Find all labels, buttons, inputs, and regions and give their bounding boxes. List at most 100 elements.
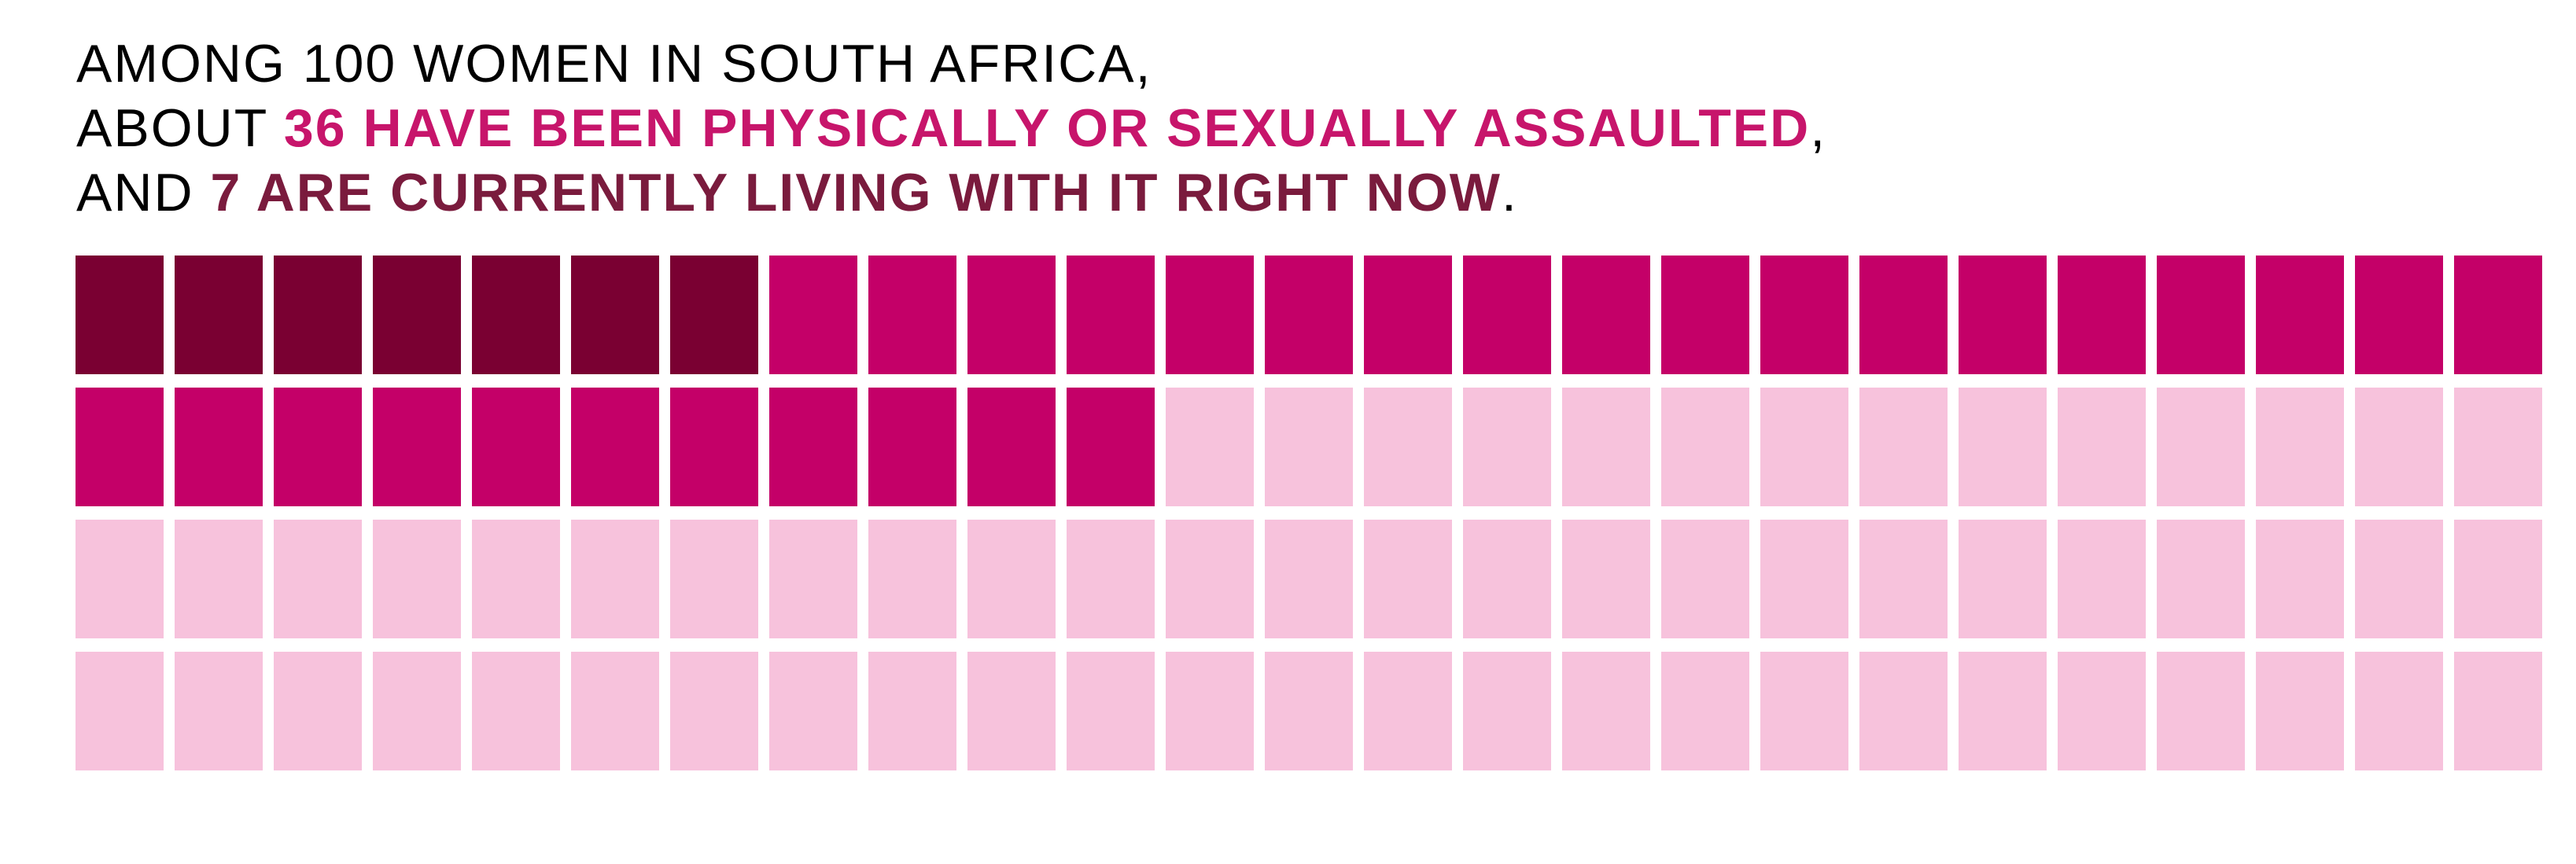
waffle-unit — [1859, 652, 1948, 770]
waffle-unit — [967, 652, 1056, 770]
waffle-unit — [1959, 652, 2047, 770]
waffle-unit — [1562, 652, 1650, 770]
waffle-unit — [274, 652, 362, 770]
waffle-unit — [1463, 652, 1551, 770]
waffle-unit — [175, 520, 263, 638]
waffle-unit — [1463, 520, 1551, 638]
waffle-unit — [2256, 256, 2344, 374]
waffle-unit — [1166, 388, 1254, 506]
waffle-unit — [868, 520, 956, 638]
waffle-unit — [472, 652, 560, 770]
headline-stat-living-with-it: 7 ARE CURRENTLY LIVING WITH IT RIGHT NOW — [210, 163, 1502, 222]
waffle-unit — [2058, 652, 2146, 770]
waffle-unit — [2355, 652, 2443, 770]
waffle-unit — [1859, 388, 1948, 506]
headline-text-plain: . — [1501, 163, 1518, 222]
waffle-unit — [175, 652, 263, 770]
waffle-unit — [1067, 256, 1155, 374]
waffle-unit — [1562, 388, 1650, 506]
waffle-unit — [769, 652, 857, 770]
waffle-unit — [769, 256, 857, 374]
waffle-unit — [2058, 520, 2146, 638]
headline-line-1: AMONG 100 WOMEN IN SOUTH AFRICA, — [76, 31, 1826, 96]
waffle-unit — [1661, 652, 1749, 770]
waffle-unit — [373, 256, 461, 374]
waffle-unit — [1364, 256, 1452, 374]
waffle-unit — [769, 388, 857, 506]
waffle-unit — [76, 388, 164, 506]
waffle-unit — [571, 388, 659, 506]
waffle-unit — [472, 520, 560, 638]
waffle-unit — [1859, 520, 1948, 638]
waffle-unit — [571, 256, 659, 374]
headline-text-plain: ABOUT — [76, 98, 284, 158]
waffle-unit — [2256, 520, 2344, 638]
waffle-unit — [868, 388, 956, 506]
waffle-unit — [1959, 256, 2047, 374]
waffle-unit — [274, 256, 362, 374]
waffle-unit — [274, 520, 362, 638]
waffle-unit — [1166, 256, 1254, 374]
waffle-unit — [1760, 388, 1848, 506]
waffle-unit — [373, 652, 461, 770]
waffle-unit — [1661, 388, 1749, 506]
waffle-unit — [967, 256, 1056, 374]
waffle-unit — [769, 520, 857, 638]
waffle-unit — [1166, 652, 1254, 770]
waffle-unit — [1265, 388, 1353, 506]
waffle-unit — [868, 256, 956, 374]
waffle-unit — [472, 256, 560, 374]
waffle-unit — [1760, 256, 1848, 374]
waffle-unit — [1265, 652, 1353, 770]
waffle-unit — [76, 520, 164, 638]
waffle-unit — [2157, 520, 2245, 638]
waffle-unit — [1661, 256, 1749, 374]
waffle-unit — [1067, 520, 1155, 638]
waffle-unit — [274, 388, 362, 506]
waffle-unit — [1067, 388, 1155, 506]
waffle-unit — [1463, 388, 1551, 506]
waffle-unit — [670, 256, 758, 374]
waffle-unit — [1562, 256, 1650, 374]
waffle-unit — [1661, 520, 1749, 638]
waffle-unit — [571, 520, 659, 638]
waffle-unit — [2355, 520, 2443, 638]
waffle-unit — [1463, 256, 1551, 374]
waffle-unit — [175, 256, 263, 374]
waffle-unit — [472, 388, 560, 506]
headline-line-3: AND 7 ARE CURRENTLY LIVING WITH IT RIGHT… — [76, 160, 1826, 225]
waffle-unit — [670, 388, 758, 506]
waffle-unit — [2157, 388, 2245, 506]
waffle-unit — [1067, 652, 1155, 770]
waffle-unit — [2355, 256, 2443, 374]
waffle-unit — [1166, 520, 1254, 638]
headline-stat-assaulted: 36 HAVE BEEN PHYSICALLY OR SEXUALLY ASSA… — [283, 98, 1811, 158]
waffle-unit — [1760, 520, 1848, 638]
waffle-unit — [967, 388, 1056, 506]
waffle-unit — [2157, 256, 2245, 374]
waffle-unit — [2256, 388, 2344, 506]
waffle-grid — [76, 256, 2542, 770]
headline-text-plain: AND — [76, 163, 211, 222]
waffle-unit — [2355, 388, 2443, 506]
waffle-unit — [2454, 520, 2542, 638]
headline-text-plain: , — [1810, 98, 1827, 158]
waffle-unit — [571, 652, 659, 770]
waffle-unit — [2058, 256, 2146, 374]
waffle-unit — [1265, 520, 1353, 638]
waffle-unit — [1959, 520, 2047, 638]
waffle-unit — [1859, 256, 1948, 374]
waffle-unit — [373, 388, 461, 506]
waffle-unit — [373, 520, 461, 638]
waffle-unit — [1364, 520, 1452, 638]
waffle-unit — [670, 520, 758, 638]
waffle-unit — [2454, 652, 2542, 770]
headline: AMONG 100 WOMEN IN SOUTH AFRICA, ABOUT 3… — [76, 31, 1826, 225]
headline-line-2: ABOUT 36 HAVE BEEN PHYSICALLY OR SEXUALL… — [76, 96, 1826, 160]
waffle-unit — [2157, 652, 2245, 770]
waffle-unit — [76, 256, 164, 374]
waffle-unit — [175, 388, 263, 506]
waffle-unit — [868, 652, 956, 770]
waffle-unit — [2454, 388, 2542, 506]
waffle-unit — [1760, 652, 1848, 770]
